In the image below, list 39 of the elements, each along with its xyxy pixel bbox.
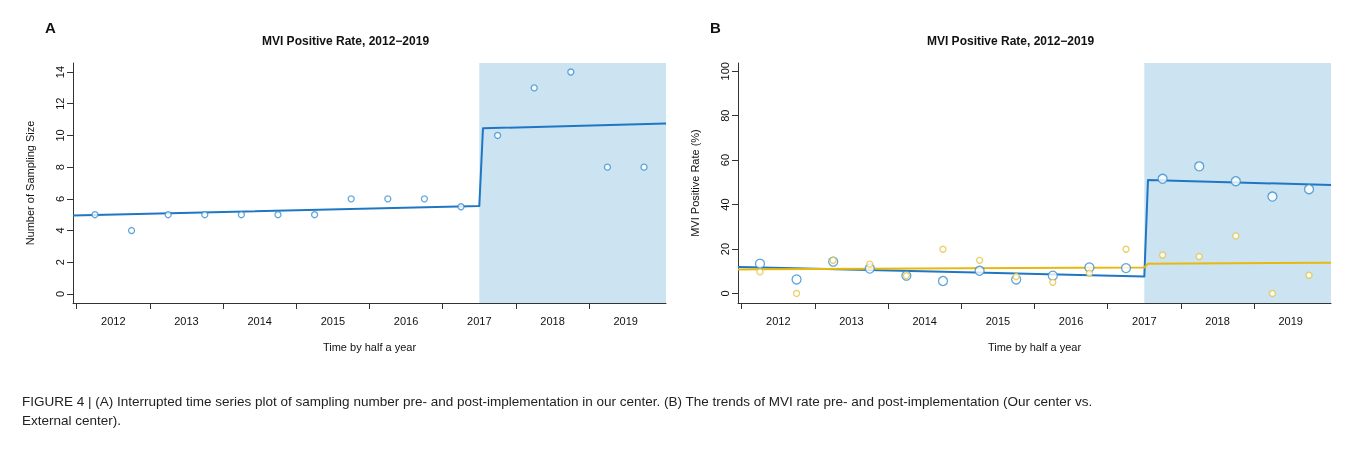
x-tick-label: 2017 xyxy=(1132,314,1157,327)
y-tick-label: 80 xyxy=(718,109,731,122)
y-tick-label: 10 xyxy=(53,129,66,142)
text: B xyxy=(710,19,721,36)
y-axis-title: MVI Positive Rate (%) xyxy=(688,129,701,237)
x-tick-label: 2016 xyxy=(393,314,419,327)
x-tick-label: 2012 xyxy=(766,314,791,327)
y-tick-label: 2 xyxy=(53,259,66,266)
y-tick-label: 14 xyxy=(53,65,66,79)
x-tick-label: 2019 xyxy=(1278,314,1303,327)
x-tick-label: 2015 xyxy=(985,314,1011,327)
y-tick-label: 4 xyxy=(53,227,66,234)
y-tick-label: 0 xyxy=(718,290,731,297)
y-tick-label: 0 xyxy=(53,290,66,298)
y-tick-label: 20 xyxy=(718,242,731,256)
y-tick-label: 100 xyxy=(718,62,731,81)
x-tick-label: 2012 xyxy=(101,314,126,327)
chart-title: MVI Positive Rate, 2012−2019 xyxy=(926,34,1095,48)
y-tick-label: 60 xyxy=(718,153,731,167)
y-tick-label: 40 xyxy=(718,198,731,211)
caption: FIGURE 4 | (A) Interrupted time series plot of sampling number pre- and post-implementation in our center. (B) The trends of MVI rate pre- and post-implementation (Our center vs. External center). xyxy=(21,393,1094,430)
x-tick-label: 2018 xyxy=(540,314,565,327)
x-tick-label: 2014 xyxy=(912,314,937,327)
x-tick-label: 2014 xyxy=(247,314,272,327)
x-axis-title: Time by half a year xyxy=(987,340,1082,353)
x-tick-label: 2013 xyxy=(174,314,199,327)
x-tick-label: 2013 xyxy=(839,314,864,327)
x-tick-label: 2016 xyxy=(1058,314,1084,327)
chart-title: MVI Positive Rate, 2012−2019 xyxy=(261,34,430,48)
y-tick-label: 6 xyxy=(53,195,66,202)
x-tick-label: 2017 xyxy=(467,314,492,327)
x-axis-title: Time by half a year xyxy=(322,340,417,353)
x-tick-label: 2018 xyxy=(1205,314,1230,327)
x-tick-label: 2015 xyxy=(320,314,346,327)
x-tick-label: 2019 xyxy=(613,314,638,327)
y-tick-label: 8 xyxy=(53,164,66,171)
text: A xyxy=(45,19,56,36)
y-axis-title: Number of Sampling Size xyxy=(23,120,36,246)
y-tick-label: 12 xyxy=(53,97,66,110)
